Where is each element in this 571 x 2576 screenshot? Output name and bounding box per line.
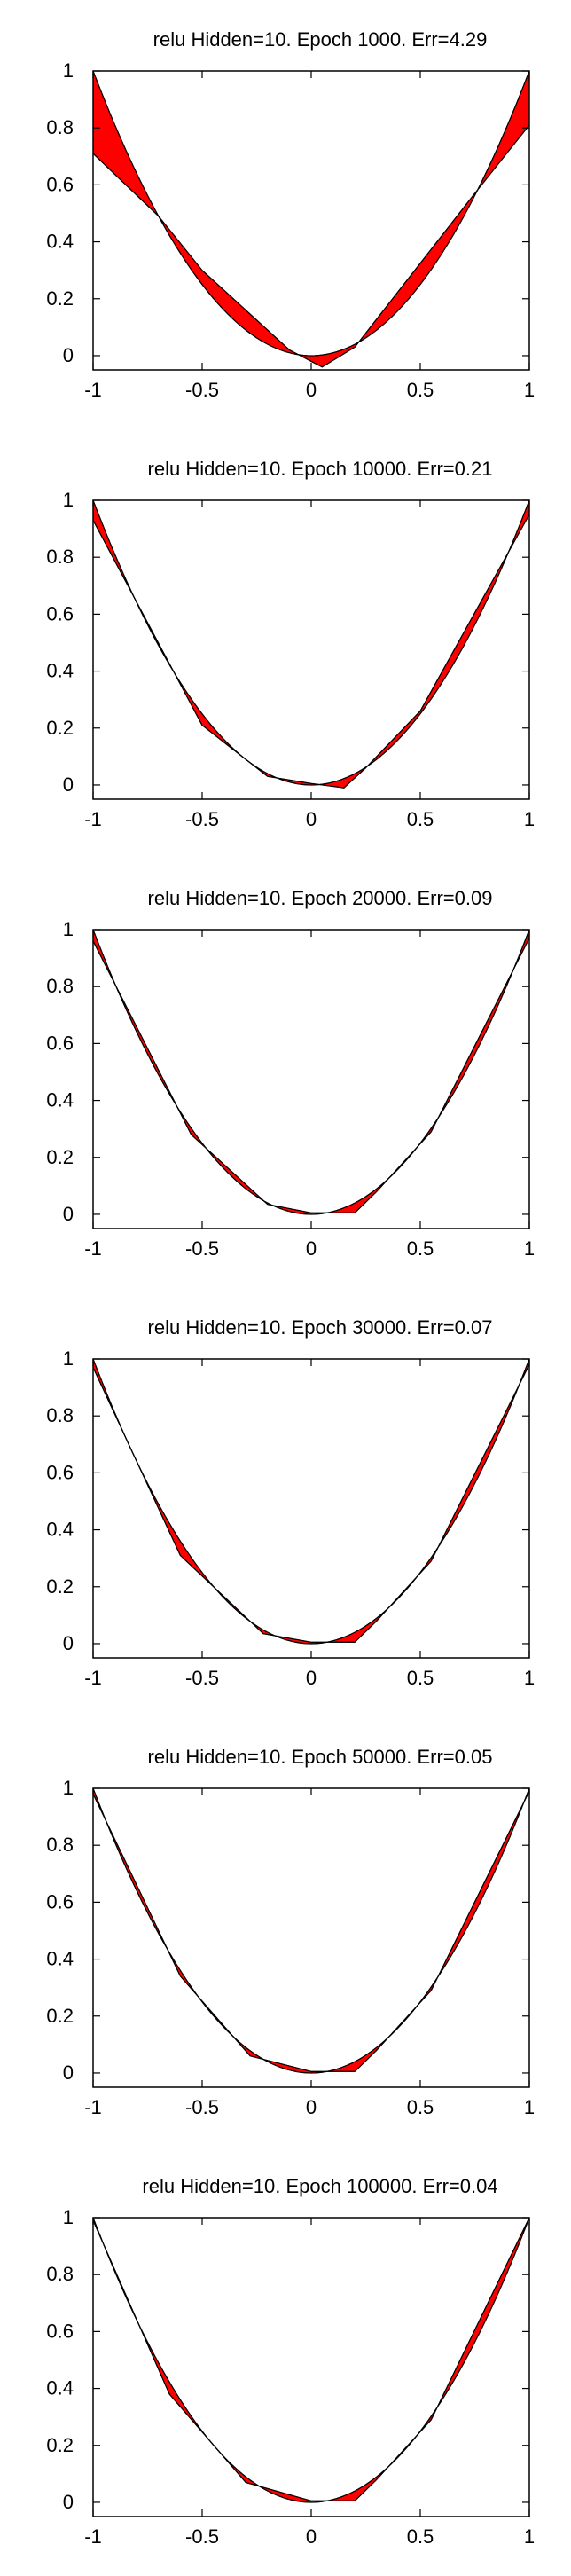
x-tick-label: 0 (306, 2525, 317, 2548)
x-tick-label: 1 (524, 379, 535, 401)
y-tick-label: 1 (63, 59, 74, 82)
y-tick-label: 0.8 (46, 116, 74, 138)
x-tick-label: -0.5 (185, 2525, 219, 2548)
x-tick-label: 0 (306, 808, 317, 830)
y-tick-label: 0.4 (46, 1089, 74, 1111)
x-tick-label: -0.5 (185, 1667, 219, 1689)
error-region (92, 2217, 530, 2503)
y-tick-label: 0 (63, 1632, 74, 1654)
x-tick-label: -0.5 (185, 1237, 219, 1260)
y-tick-label: 0.4 (46, 231, 74, 253)
x-tick-label: 0 (306, 1237, 317, 1260)
y-tick-label: 0.6 (46, 2320, 74, 2342)
y-tick-label: 0.8 (46, 975, 74, 997)
y-tick-label: 1 (63, 918, 74, 940)
error-region (92, 1358, 530, 1645)
y-tick-label: 0 (63, 2062, 74, 2084)
error-region (92, 929, 530, 1215)
y-tick-label: 1 (63, 1777, 74, 1799)
x-tick-label: -1 (84, 808, 102, 830)
y-tick-label: 0.2 (46, 287, 74, 310)
x-tick-label: 0 (306, 2096, 317, 2118)
x-tick-label: 0.5 (407, 2096, 434, 2118)
x-tick-label: 0.5 (407, 379, 434, 401)
y-tick-label: 0.6 (46, 602, 74, 624)
y-tick-label: 0.6 (46, 173, 74, 195)
x-tick-label: -1 (84, 1237, 102, 1260)
y-tick-label: 1 (63, 489, 74, 511)
chart-panel-4: relu Hidden=10. Epoch 30000. Err=0.07 -1 -… (46, 1316, 535, 1689)
chart-panel-1: relu Hidden=10. Epoch 1000. Err=4.29 -1 -0… (46, 28, 535, 401)
x-tick-label: -0.5 (185, 2096, 219, 2118)
plot-frame (92, 1787, 530, 2088)
y-tick-label: 1 (63, 2206, 74, 2228)
network-output-line (92, 1790, 530, 2072)
chart-title: relu Hidden=10. Epoch 20000. Err=0.09 (148, 887, 493, 909)
network-output-line (92, 514, 530, 789)
y-tick-label: 0.2 (46, 1146, 74, 1168)
y-tick-label: 0.8 (46, 1404, 74, 1426)
y-tick-label: 0.4 (46, 2377, 74, 2399)
x-tick-label: 0.5 (407, 1667, 434, 1689)
chart-title: relu Hidden=10. Epoch 10000. Err=0.21 (148, 458, 493, 480)
x-tick-label: 0.5 (407, 2525, 434, 2548)
x-tick-label: -0.5 (185, 808, 219, 830)
target-curve-line (92, 929, 530, 1215)
y-tick-label: 1 (63, 1347, 74, 1370)
y-tick-label: 0.6 (46, 1890, 74, 1912)
chart-title: relu Hidden=10. Epoch 30000. Err=0.07 (148, 1316, 493, 1339)
chart-panel-5: relu Hidden=10. Epoch 50000. Err=0.05 -1 -… (46, 1746, 535, 2118)
chart-title: relu Hidden=10. Epoch 1000. Err=4.29 (153, 28, 488, 51)
x-tick-label: 0.5 (407, 808, 434, 830)
y-tick-label: 0.8 (46, 1834, 74, 1856)
x-tick-label: -1 (84, 2525, 102, 2548)
y-tick-label: 0.4 (46, 1948, 74, 1970)
y-tick-label: 0.2 (46, 1575, 74, 1598)
x-tick-label: -1 (84, 2096, 102, 2118)
x-tick-label: 1 (524, 2525, 535, 2548)
y-tick-label: 0 (63, 2491, 74, 2513)
y-tick-label: 0.4 (46, 660, 74, 682)
network-output-line (92, 938, 530, 1213)
target-curve-line (92, 1358, 530, 1645)
network-output-line (92, 2217, 530, 2501)
plot-frame (92, 929, 530, 1229)
chart-panel-2: relu Hidden=10. Epoch 10000. Err=0.21 -1 -… (46, 458, 535, 830)
target-curve-line (92, 499, 530, 786)
chart-panel-3: relu Hidden=10. Epoch 20000. Err=0.09 -1 -… (46, 887, 535, 1260)
y-tick-label: 0 (63, 774, 74, 796)
plot-frame (92, 499, 530, 800)
x-tick-label: 1 (524, 2096, 535, 2118)
x-tick-label: -1 (84, 1667, 102, 1689)
x-tick-label: -0.5 (185, 379, 219, 401)
y-tick-label: 0.6 (46, 1461, 74, 1483)
y-tick-label: 0 (63, 344, 74, 366)
chart-title: relu Hidden=10. Epoch 100000. Err=0.04 (142, 2175, 497, 2197)
network-output-line (92, 124, 530, 368)
chart-title: relu Hidden=10. Epoch 50000. Err=0.05 (148, 1746, 493, 1768)
x-tick-label: -1 (84, 379, 102, 401)
plot-frame (92, 70, 530, 371)
x-tick-label: 1 (524, 1667, 535, 1689)
x-tick-label: 0.5 (407, 1237, 434, 1260)
y-tick-label: 0.2 (46, 717, 74, 739)
y-tick-label: 0.2 (46, 2005, 74, 2027)
x-tick-label: 1 (524, 808, 535, 830)
error-region (92, 70, 530, 368)
target-curve-line (92, 2217, 530, 2503)
x-tick-label: 1 (524, 1237, 535, 1260)
chart-panel-6: relu Hidden=10. Epoch 100000. Err=0.04 -1… (46, 2175, 535, 2548)
y-tick-label: 0.6 (46, 1032, 74, 1054)
x-tick-label: 0 (306, 379, 317, 401)
target-curve-line (92, 70, 530, 357)
y-tick-label: 0.2 (46, 2434, 74, 2456)
network-output-line (92, 1364, 530, 1643)
x-tick-label: 0 (306, 1667, 317, 1689)
y-tick-label: 0.8 (46, 546, 74, 568)
y-tick-label: 0.4 (46, 1519, 74, 1541)
y-tick-label: 0.8 (46, 2263, 74, 2285)
y-tick-label: 0 (63, 1203, 74, 1225)
